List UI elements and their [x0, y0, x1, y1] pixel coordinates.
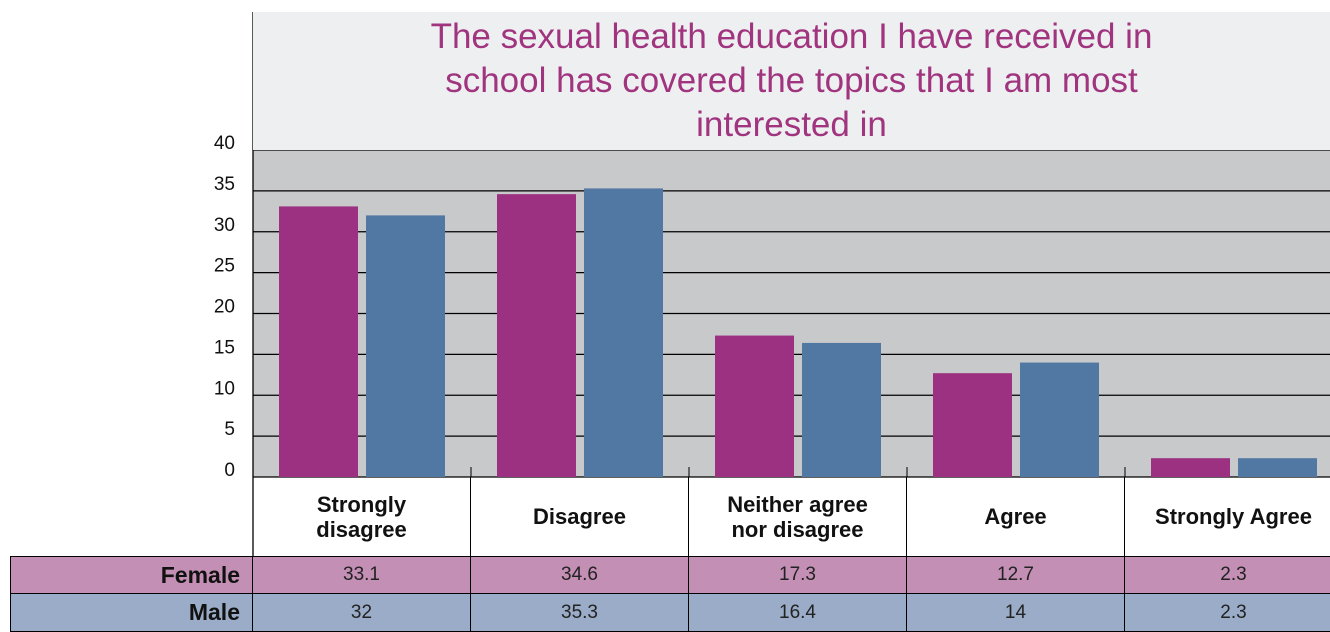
table-value: 35.3 [471, 594, 689, 632]
bar [1238, 458, 1317, 477]
table-value: 16.4 [689, 594, 907, 632]
table-value: 33.1 [253, 556, 471, 594]
x-tick-label: Strongly disagree [253, 477, 471, 556]
table-value: 32 [253, 594, 471, 632]
bar [366, 215, 445, 477]
table-value: 14 [907, 594, 1125, 632]
bar [715, 335, 794, 477]
bar [933, 373, 1012, 477]
y-tick-label: 30 [214, 215, 235, 236]
bar [279, 206, 358, 477]
y-tick-label: 20 [214, 297, 235, 318]
x-tick-label: Neither agree nor disagree [689, 477, 907, 556]
legend-row-label: Female [10, 556, 253, 594]
table-value: 12.7 [907, 556, 1125, 594]
y-tick-label: 10 [214, 378, 235, 399]
chart-title: The sexual health education I have recei… [253, 12, 1330, 150]
y-tick-label: 0 [224, 460, 235, 481]
y-tick-label: 25 [214, 256, 235, 277]
table-value: 34.6 [471, 556, 689, 594]
bar [1151, 458, 1230, 477]
x-tick-label: Agree [907, 477, 1125, 556]
y-tick-label: 5 [224, 419, 235, 440]
x-tick-label: Disagree [471, 477, 689, 556]
bar [497, 194, 576, 477]
bar [802, 342, 881, 477]
y-tick-label: 40 [214, 133, 235, 154]
legend-row-label: Male [10, 594, 253, 632]
table-value: 2.3 [1125, 594, 1330, 632]
bar [584, 188, 663, 478]
table-value: 17.3 [689, 556, 907, 594]
x-tick-label: Strongly Agree [1125, 477, 1330, 556]
table-value: 2.3 [1125, 556, 1330, 594]
y-tick-label: 35 [214, 174, 235, 195]
bar [1020, 362, 1099, 477]
y-tick-label: 15 [214, 337, 235, 358]
